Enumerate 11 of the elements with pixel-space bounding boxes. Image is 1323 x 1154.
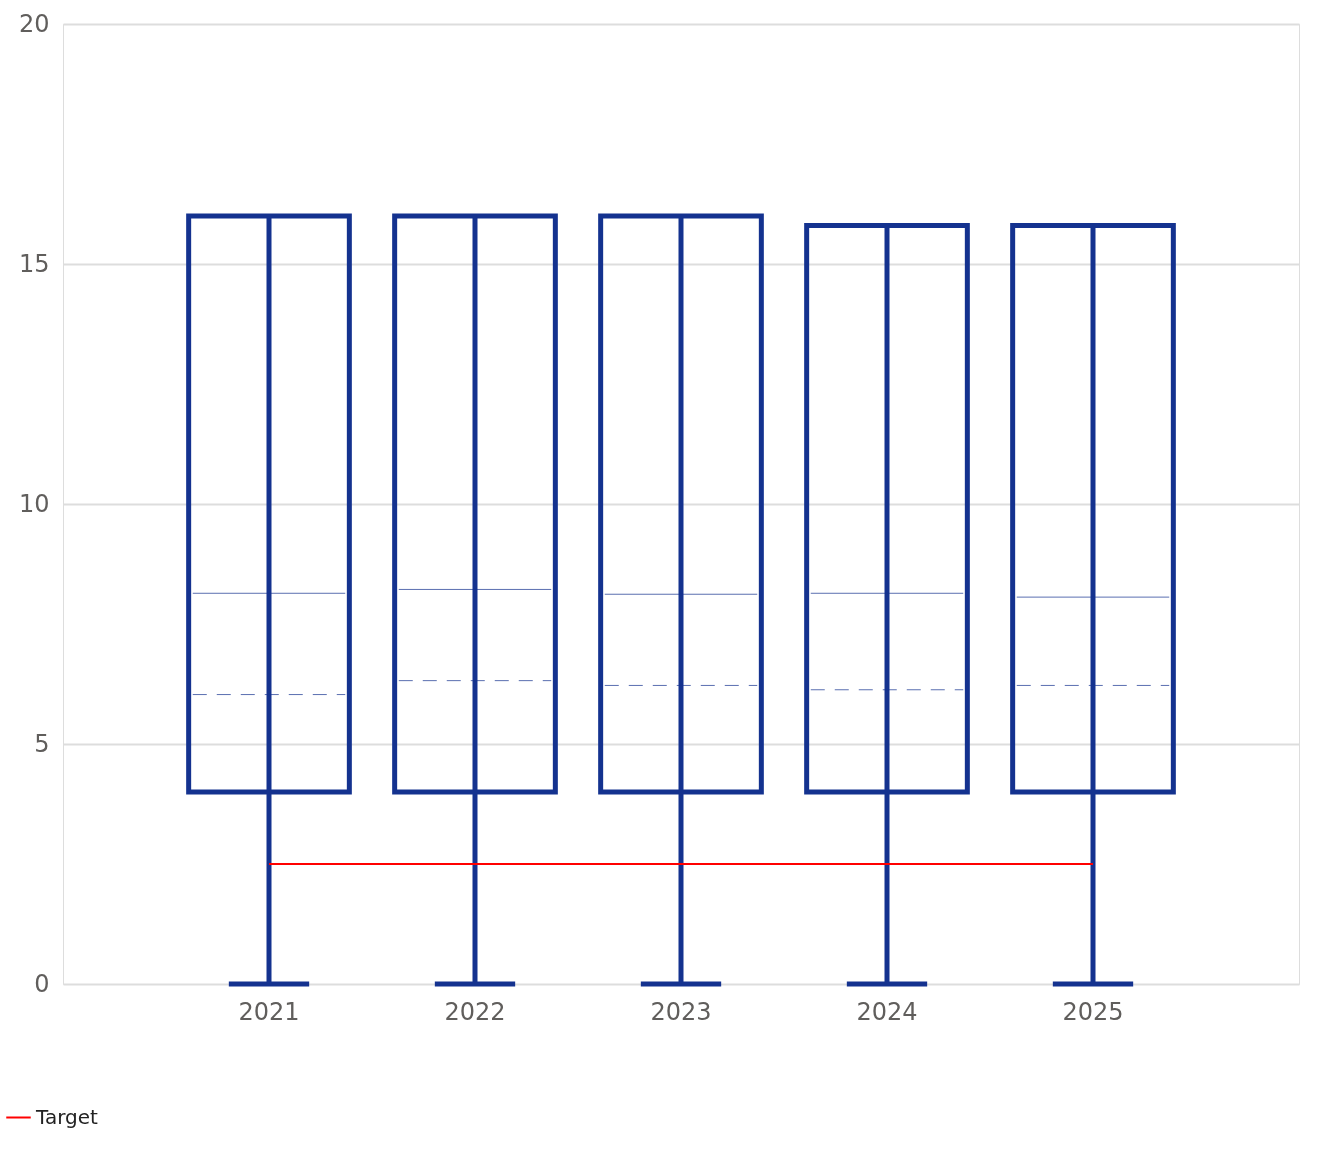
legend-label: Target: [35, 1104, 99, 1129]
y-tick-label: 0: [34, 969, 50, 998]
x-tick-label: 2022: [444, 997, 506, 1026]
y-tick-label: 15: [18, 249, 50, 278]
y-tick-label: 20: [18, 9, 50, 38]
x-tick-label: 2023: [650, 997, 712, 1026]
x-tick-label: 2025: [1062, 997, 1124, 1026]
y-tick-label: 10: [18, 489, 50, 518]
x-tick-label: 2021: [238, 997, 300, 1026]
y-tick-label: 5: [34, 729, 50, 758]
x-tick-label: 2024: [856, 997, 918, 1026]
